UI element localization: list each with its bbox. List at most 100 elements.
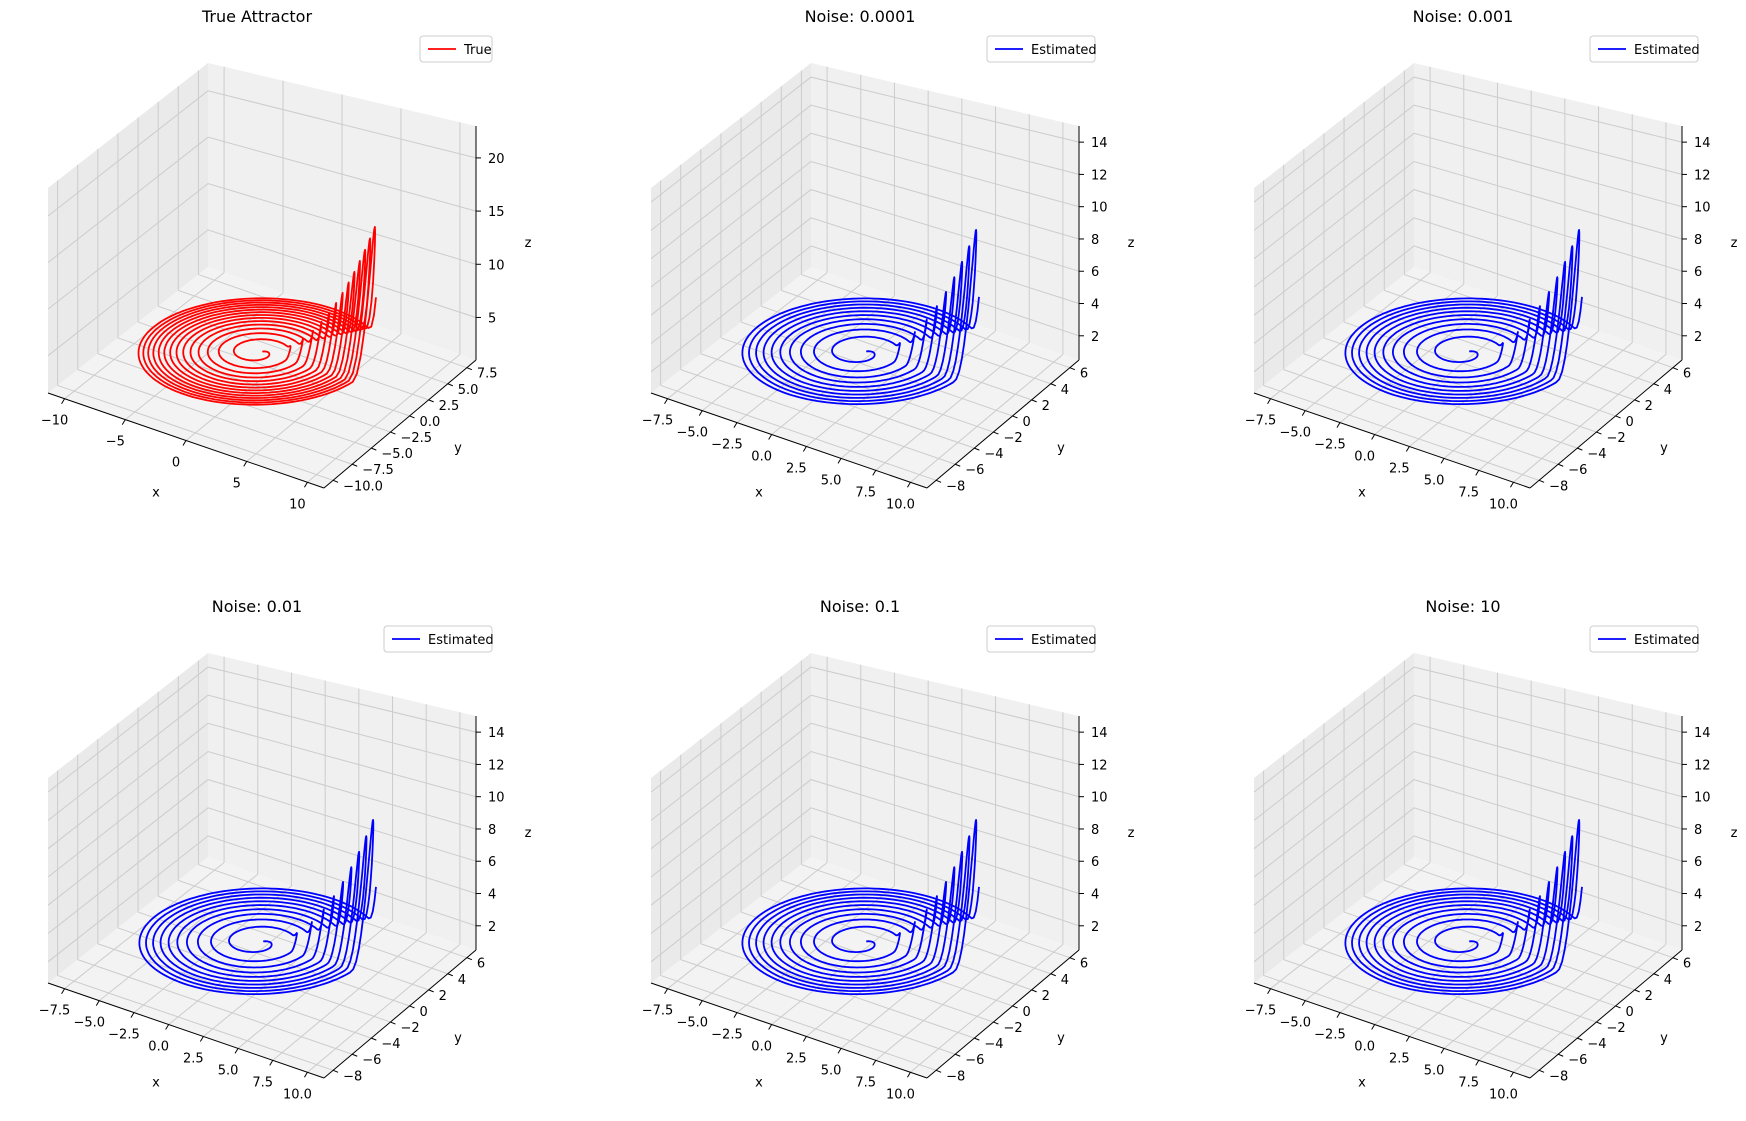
z-tick-label: 2	[1694, 330, 1702, 345]
attractor-line	[1344, 818, 1583, 996]
z-tick-label: 6	[1694, 265, 1702, 280]
x-tick-label: −5.0	[1279, 426, 1311, 441]
subplot-4: −7.5−5.0−2.50.02.55.07.510.0x −8−6−4−2024…	[39, 597, 532, 1102]
left-back-pane	[48, 653, 208, 983]
legend-box	[1589, 625, 1699, 653]
y-tick-label: −7.5	[362, 463, 394, 478]
gridlines	[1253, 656, 1683, 1073]
x-tick	[1301, 410, 1306, 416]
y-tick-label: −2	[1606, 431, 1625, 446]
gridlines	[650, 66, 1080, 483]
x-tick	[1405, 1036, 1410, 1042]
x-tick	[698, 410, 703, 416]
y-axis-label: y	[1660, 1031, 1668, 1046]
z-tick-label: 2	[1091, 330, 1099, 345]
x-tick-label: 2.5	[786, 1051, 807, 1066]
y-tick-label: 7.5	[477, 367, 498, 382]
y-tick	[371, 1037, 377, 1041]
subplot-5: −7.5−5.0−2.50.02.55.07.510.0x −8−6−4−2024…	[642, 597, 1135, 1102]
z-tick-label: 14	[1091, 726, 1108, 741]
y-tick	[332, 1069, 339, 1073]
x-tick-label: −5.0	[1279, 1016, 1311, 1031]
z-axis-label: z	[1731, 236, 1738, 251]
y-tick-label: −2.5	[400, 431, 432, 446]
y-tick-label: 4	[1061, 383, 1069, 398]
x-tick-label: 7.5	[252, 1075, 273, 1090]
y-tick	[1634, 989, 1640, 993]
z-tick-label: 14	[488, 726, 505, 741]
y-tick	[447, 383, 453, 387]
y-tick	[1634, 399, 1640, 403]
y-tick-label: 0.0	[420, 415, 441, 430]
z-tick-label: 14	[1694, 726, 1711, 741]
y-tick-label: −8	[946, 1069, 965, 1084]
x-tick	[1440, 458, 1445, 464]
y-tick	[935, 1069, 942, 1073]
y-tick-label: −6	[1568, 463, 1587, 478]
y-tick	[1672, 367, 1679, 371]
right-back-pane	[1414, 653, 1682, 950]
x-tick-label: 5.0	[1424, 1063, 1445, 1078]
z-tick-label: 10	[1091, 791, 1108, 806]
y-tick	[1538, 479, 1545, 483]
y-tick	[466, 367, 473, 371]
y-tick	[1615, 415, 1621, 419]
gridlines	[1253, 66, 1683, 483]
x-tick-label: 10.0	[1489, 1087, 1518, 1102]
y-tick	[1012, 1005, 1018, 1009]
x-axis-label: x	[1358, 1076, 1366, 1091]
z-tick-label: 8	[1694, 823, 1702, 838]
x-tick	[182, 440, 187, 446]
left-back-pane	[1254, 653, 1414, 983]
attractor-line	[137, 225, 377, 406]
y-tick-label: 2.5	[439, 399, 460, 414]
x-tick	[1336, 422, 1341, 428]
z-tick-label: 8	[1694, 233, 1702, 248]
x-tick-label: −2.5	[1314, 1028, 1346, 1043]
x-tick	[872, 470, 877, 476]
y-tick-label: −10.0	[343, 479, 383, 494]
x-tick-label: 7.5	[855, 485, 876, 500]
subplot-2: −7.5−5.0−2.50.02.55.07.510.0x −8−6−4−2024…	[642, 7, 1135, 512]
legend-label: Estimated	[428, 633, 494, 648]
y-tick-label: 5.0	[458, 383, 479, 398]
axes-lines	[47, 716, 477, 1079]
x-tick-label: 2.5	[183, 1051, 204, 1066]
y-tick	[1577, 1037, 1583, 1041]
x-tick-label: −2.5	[711, 438, 743, 453]
y-tick	[1672, 957, 1679, 961]
y-tick-label: 2	[1042, 399, 1050, 414]
y-tick-label: −8	[1549, 1069, 1568, 1084]
y-tick	[1069, 367, 1076, 371]
x-tick	[837, 1048, 842, 1054]
x-tick-label: 10	[289, 497, 306, 512]
x-tick-label: −2.5	[108, 1028, 140, 1043]
y-tick-label: −6	[362, 1053, 381, 1068]
z-tick-label: 20	[488, 152, 505, 167]
y-tick-label: 4	[1664, 383, 1672, 398]
y-tick	[974, 447, 980, 451]
axes-lines	[1253, 716, 1683, 1079]
y-tick	[1615, 1005, 1621, 1009]
x-tick-label: −2.5	[1314, 438, 1346, 453]
x-tick-label: −7.5	[642, 414, 674, 429]
x-tick-label: 5	[233, 476, 241, 491]
x-tick	[61, 988, 65, 994]
y-tick-label: 0	[1626, 1005, 1634, 1020]
z-tick-label: 6	[488, 855, 496, 870]
x-tick-label: 7.5	[1458, 1075, 1479, 1090]
y-tick	[1031, 399, 1037, 403]
z-tick-label: 12	[1694, 168, 1711, 183]
y-tick	[1050, 383, 1056, 387]
right-back-pane	[1414, 63, 1682, 360]
y-axis-label: y	[1057, 1031, 1065, 1046]
y-tick-label: −2	[1003, 431, 1022, 446]
right-back-pane	[208, 653, 476, 950]
y-tick-label: −4	[984, 1037, 1003, 1052]
y-tick	[1653, 383, 1659, 387]
y-tick-label: 2	[1645, 989, 1653, 1004]
y-tick	[1538, 1069, 1545, 1073]
y-tick	[1012, 415, 1018, 419]
x-tick	[733, 422, 738, 428]
x-tick-label: 0.0	[751, 450, 772, 465]
